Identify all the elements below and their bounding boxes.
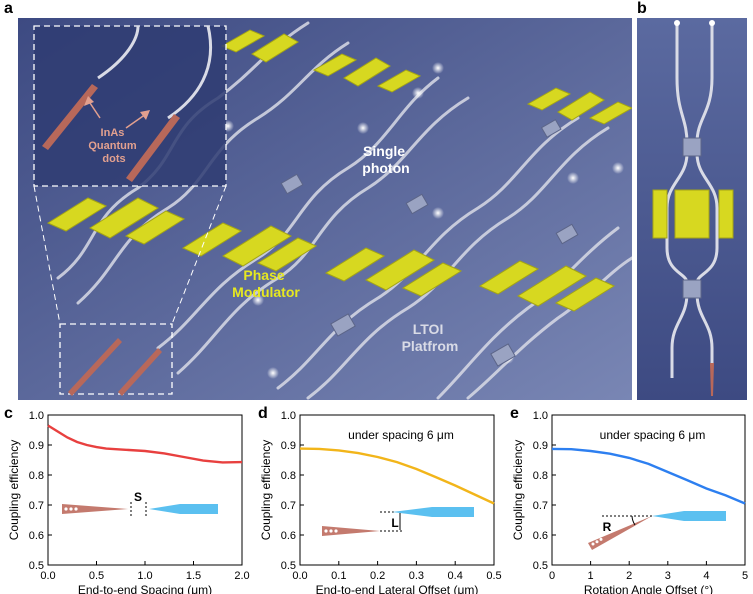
y-tick-label: 0.9 <box>281 440 296 452</box>
zoom-source-frame <box>59 323 173 395</box>
y-tick-label: 0.6 <box>29 530 44 542</box>
quantum-dot-taper-2 <box>126 114 180 182</box>
source-taper <box>710 363 714 396</box>
y-tick-label: 1.0 <box>533 410 548 422</box>
x-tick-label: 4 <box>703 570 709 582</box>
y-tick-label: 0.7 <box>29 500 44 512</box>
panel-letter-a: a <box>4 0 13 17</box>
y-tick-label: 0.5 <box>281 560 296 572</box>
y-tick-label: 0.6 <box>281 530 296 542</box>
phase-modulator-electrodes <box>46 29 632 312</box>
x-tick-label: 1.5 <box>186 570 201 582</box>
x-tick-label: 5 <box>742 570 748 582</box>
x-tick-label: 0 <box>549 570 555 582</box>
qd-line-3: dots <box>102 153 125 165</box>
x-axis-label: End-to-end Lateral Offset (μm) <box>316 583 479 594</box>
y-axis-label: Coupling efficiency <box>259 440 273 541</box>
series-line <box>551 447 746 505</box>
plot-frame <box>47 414 243 566</box>
x-tick-label: 1 <box>588 570 594 582</box>
y-tick-label: 0.9 <box>29 440 44 452</box>
y-tick-label: 0.8 <box>29 470 44 482</box>
annotation-arrow-2 <box>125 113 147 129</box>
platform-label: LTOI Platfrom <box>402 321 459 354</box>
panel-letter-b: b <box>637 0 647 17</box>
splitter-bottom <box>682 279 702 299</box>
plot-frame <box>299 414 495 566</box>
chart-c: 0.50.60.70.80.91.00.0 0.5 1.0 1.5 2.0End-to-… <box>7 410 250 594</box>
coupling-schematic: R <box>588 511 726 550</box>
panel-letter-d: d <box>258 405 268 422</box>
inset-waveguides <box>97 25 213 120</box>
angle-label: R <box>603 520 612 534</box>
beam-splitters <box>280 118 579 367</box>
y-tick-label: 1.0 <box>281 410 296 422</box>
panel-letter-e: e <box>510 405 519 422</box>
mzi-device-illustration <box>637 18 747 400</box>
x-tick-label: 2.0 <box>234 570 249 582</box>
coupling-schematic: L <box>322 507 474 536</box>
source-taper-1 <box>68 338 122 396</box>
qd-line-2: Quantum <box>88 140 136 152</box>
source-taper-2 <box>118 348 162 396</box>
x-axis-label: Rotation Angle Offset (°) <box>584 583 713 594</box>
coupling-schematic: S <box>62 490 218 516</box>
qd-line-1: InAs <box>101 127 125 139</box>
series-line <box>47 424 243 464</box>
y-tick-label: 0.6 <box>533 530 548 542</box>
chart-e: 0.5 0.6 0.7 0.8 0.9 1.0 0 1 2 3 4 5 Rotation Angle O… <box>511 410 748 594</box>
x-axis-label: End-to-end Spacing (μm) <box>78 583 212 594</box>
zoom-inset-frame <box>33 25 227 187</box>
y-tick-label: 0.8 <box>533 470 548 482</box>
y-tick-label: 1.0 <box>29 410 44 422</box>
y-axis-label: Coupling efficiency <box>7 440 21 541</box>
y-tick-label: 0.5 <box>533 560 548 572</box>
x-tick-label: 0.5 <box>89 570 104 582</box>
chart-annotation: under spacing 6 μm <box>600 428 706 442</box>
plot-frame <box>551 414 746 566</box>
x-tick-label: 0.2 <box>370 570 385 582</box>
x-tick-label: 0.5 <box>486 570 501 582</box>
x-tick-label: 3 <box>665 570 671 582</box>
mzi-electrodes <box>652 189 734 239</box>
y-tick-label: 0.5 <box>29 560 44 572</box>
y-tick-label: 0.8 <box>281 470 296 482</box>
y-tick-label: 0.7 <box>281 500 296 512</box>
x-tick-label: 0.1 <box>331 570 346 582</box>
x-tick-label: 0.4 <box>448 570 463 582</box>
quantum-dots-label: InAs Quantum dots <box>88 127 139 165</box>
quantum-dot-taper-1 <box>42 84 98 150</box>
panel-letter-c: c <box>4 405 13 422</box>
x-tick-label: 1.0 <box>137 570 152 582</box>
x-tick-label: 2 <box>626 570 632 582</box>
y-axis-label: Coupling efficiency <box>511 440 525 541</box>
y-tick-label: 0.7 <box>533 500 548 512</box>
x-tick-label: 0.0 <box>40 570 55 582</box>
y-tick-label: 0.9 <box>533 440 548 452</box>
single-photon-label: Single photon <box>362 143 409 176</box>
splitter-top <box>682 137 702 157</box>
photonic-circuit-illustration: InAs Quantum dots Single photon Phase Mo… <box>18 18 632 400</box>
phase-modulator-label: Phase Modulator <box>232 267 300 300</box>
offset-label: L <box>391 516 398 530</box>
series-line <box>299 447 495 505</box>
chart-annotation: under spacing 6 μm <box>348 428 454 442</box>
spacing-label: S <box>134 490 142 504</box>
chart-d: 0.5 0.6 0.7 0.8 0.9 1.0 0.0 0.1 0.2 0.3 0.4 0.5 End-… <box>259 410 502 594</box>
x-tick-label: 0.0 <box>292 570 307 582</box>
x-tick-label: 0.3 <box>409 570 424 582</box>
